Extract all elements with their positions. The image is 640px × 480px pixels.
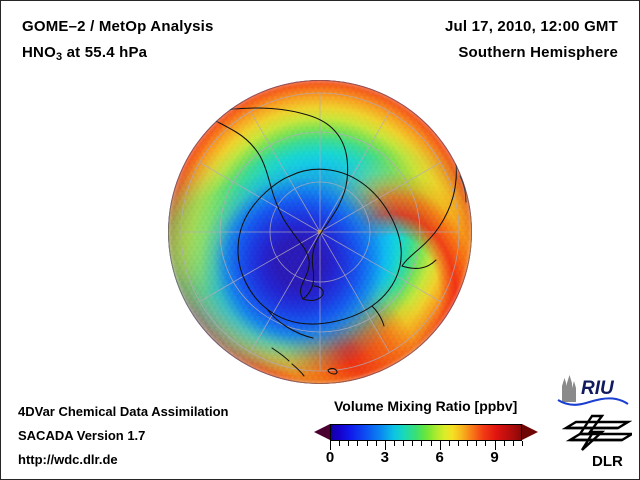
colorbar-title: Volume Mixing Ratio [ppbv] (334, 398, 518, 414)
footer-line-url[interactable]: http://wdc.dlr.de (18, 452, 118, 467)
colorbar-minor-tick (467, 441, 469, 446)
colorbar-tick-label: 0 (325, 449, 335, 466)
riu-logo: RIU (557, 375, 629, 406)
hemisphere-label: Southern Hemisphere (458, 44, 618, 61)
colorbar-major-tick (384, 441, 386, 450)
colorbar-tick-label: 6 (435, 449, 444, 466)
species-suffix: at 55.4 hPa (62, 44, 148, 61)
globe-disc (168, 80, 472, 384)
riu-wave-icon (557, 397, 629, 406)
colorbar-minor-tick (448, 441, 450, 446)
colorbar-major-tick (494, 441, 496, 450)
colorbar-minor-tick (476, 441, 478, 446)
colorbar-minor-tick (412, 441, 414, 446)
colorbar-minor-tick (503, 441, 505, 446)
globe-limb (168, 80, 472, 384)
colorbar-major-tick (330, 441, 331, 450)
colorbar-over-arrow (522, 424, 538, 440)
colorbar-minor-tick (421, 441, 423, 446)
colorbar-gradient (330, 424, 522, 441)
colorbar-minor-tick (458, 441, 459, 446)
colorbar-minor-tick (357, 441, 359, 446)
colorbar-minor-tick (430, 441, 432, 446)
colorbar-minor-tick (348, 441, 350, 446)
polar-map (168, 80, 472, 384)
colorbar (312, 422, 540, 450)
footer-line-version: SACADA Version 1.7 (18, 428, 146, 443)
species-prefix: HNO (22, 44, 56, 61)
colorbar-minor-tick (485, 441, 487, 446)
colorbar-minor-tick (512, 441, 514, 446)
riu-wordmark: RIU (581, 378, 615, 399)
colorbar-tick-label: 3 (380, 449, 390, 466)
footer-line-method: 4DVar Chemical Data Assimilation (18, 404, 229, 419)
species-level-title: HNO3 at 55.4 hPa (22, 44, 147, 63)
colorbar-minor-tick (375, 441, 377, 446)
colorbar-minor-tick (366, 441, 368, 446)
datetime-label: Jul 17, 2010, 12:00 GMT (444, 18, 618, 35)
colorbar-ticks (330, 441, 523, 450)
colorbar-tick-label: 9 (490, 449, 499, 466)
colorbar-minor-tick (394, 441, 395, 446)
colorbar-under-arrow (314, 424, 330, 440)
colorbar-major-tick (439, 441, 441, 450)
riu-spires-icon (562, 375, 576, 402)
colorbar-minor-tick (339, 441, 341, 446)
colorbar-minor-tick (403, 441, 405, 446)
species-subscript: 3 (55, 51, 63, 63)
instrument-title: GOME–2 / MetOp Analysis (22, 18, 214, 35)
colorbar-minor-tick (522, 441, 523, 446)
dlr-mark-icon (562, 414, 632, 451)
dlr-wordmark: DLR (592, 453, 623, 470)
dlr-logo: DLR (562, 414, 632, 470)
